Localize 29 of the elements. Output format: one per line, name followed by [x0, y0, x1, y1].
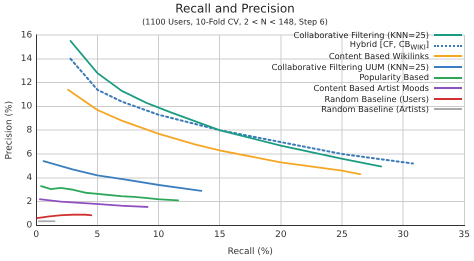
legend-label: Content Based Wikilinks — [328, 51, 429, 62]
legend-label: Random Baseline (Artists) — [321, 104, 429, 115]
y-tick-label: 14 — [20, 54, 33, 64]
x-tick-label: 10 — [152, 230, 165, 240]
legend-label: Popularity Based — [359, 72, 429, 83]
chart-title: Recall and Precision — [175, 1, 295, 16]
x-tick-label: 35 — [458, 230, 470, 240]
x-tick-label: 0 — [33, 230, 40, 240]
legend-label: Content Based Artist Moods — [313, 82, 429, 94]
y-tick-label: 16 — [20, 30, 33, 40]
legend-label: Collaborative Filtering (KNN=25) — [294, 30, 429, 40]
x-tick-label: 5 — [94, 230, 100, 240]
chart-subtitle: (1100 Users, 10-Fold CV, 2 < N < 148, Step 6) — [142, 17, 328, 26]
y-tick-label: 2 — [26, 196, 32, 207]
y-tick-label: 12 — [20, 78, 32, 88]
y-tick-label: 0 — [26, 220, 33, 231]
x-tick-label: 25 — [336, 230, 348, 240]
x-tick-label: 20 — [275, 230, 287, 240]
y-tick-label: 10 — [20, 102, 33, 112]
x-axis-title: Recall (%) — [228, 246, 273, 257]
y-axis-title: Precision (%) — [4, 100, 15, 160]
legend-label: Hybrid [CF, CB$_{WIKI}$] — [350, 38, 429, 52]
y-tick-label: 6 — [26, 149, 33, 160]
x-tick-label: 15 — [214, 230, 226, 240]
y-tick-label: 4 — [26, 173, 33, 184]
legend-label: Random Baseline (Users) — [324, 94, 429, 104]
legend-label: Collaborative Filtering UUM (KNN=25) — [272, 62, 429, 72]
y-tick-label: 8 — [26, 126, 33, 136]
x-tick-label: 30 — [397, 230, 410, 240]
